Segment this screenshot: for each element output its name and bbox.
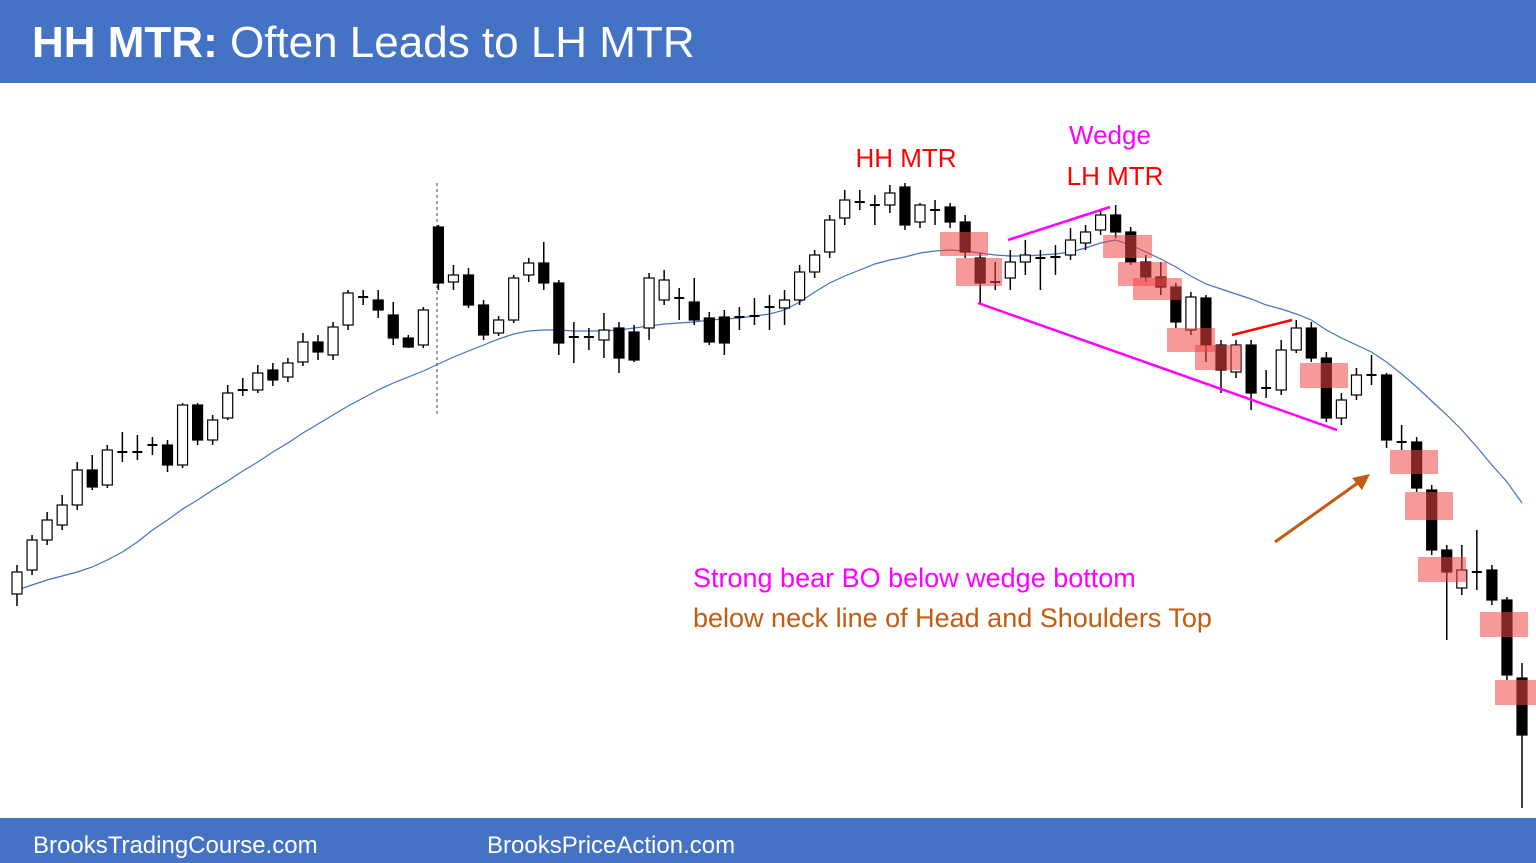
arrow-head — [1352, 474, 1370, 490]
title-bar — [0, 0, 1536, 83]
candle-body — [417, 309, 429, 346]
candle-body — [402, 337, 414, 348]
candle-body — [267, 369, 279, 381]
candle-body — [1501, 599, 1513, 676]
candle-body — [11, 571, 23, 595]
candle-body — [553, 282, 565, 344]
highlights — [940, 232, 1536, 705]
candle-body — [658, 279, 670, 301]
candle-body — [71, 469, 83, 506]
candle-body — [598, 329, 610, 341]
candle-body — [688, 301, 700, 321]
footer-text: BrooksTradingCourse.com — [33, 832, 318, 859]
candle-body — [613, 327, 625, 359]
candle-body — [914, 204, 926, 223]
candle-body — [56, 504, 68, 526]
candle-body — [1335, 399, 1348, 419]
candle-body — [1290, 327, 1302, 351]
candle-body — [312, 341, 324, 353]
annotation: LH MTR — [1067, 161, 1164, 191]
annotation: Wedge — [1069, 120, 1151, 150]
candle-body — [252, 372, 264, 391]
candle-body — [387, 314, 399, 339]
highlight — [1133, 278, 1182, 300]
title: HH MTR: Often Leads to LH MTR — [32, 18, 695, 67]
candle-body — [899, 186, 911, 226]
candle-body — [793, 271, 806, 301]
candle-body — [372, 299, 384, 311]
wedge-top-line — [1007, 205, 1111, 242]
candle-body — [1185, 296, 1197, 331]
candle-body — [1516, 677, 1528, 736]
candle-body — [884, 192, 896, 206]
lower-high-line — [1231, 318, 1293, 337]
candle-body — [207, 419, 219, 441]
candle-body — [1245, 344, 1257, 394]
candle-body — [824, 219, 836, 253]
highlight — [956, 258, 1002, 286]
candle-body — [778, 299, 791, 309]
candle-body — [839, 199, 851, 219]
candle-body — [523, 262, 535, 276]
candle-body — [809, 254, 821, 273]
plot — [11, 183, 1528, 808]
highlight — [940, 232, 988, 256]
highlight — [1405, 492, 1453, 520]
candle-body — [538, 262, 550, 284]
candle-body — [161, 444, 174, 466]
candle-body — [477, 304, 490, 336]
candle-body — [297, 341, 309, 363]
candle-body — [432, 226, 444, 284]
highlight — [1495, 680, 1536, 705]
candle-body — [703, 317, 715, 343]
candle-body — [493, 319, 505, 334]
annotation: Strong bear BO below wedge bottom — [693, 563, 1136, 593]
candle-body — [176, 404, 189, 466]
candle-body — [447, 274, 460, 283]
candle-body — [327, 326, 339, 356]
candle-body — [643, 277, 655, 329]
candle-body — [342, 292, 354, 326]
candle-body — [86, 469, 98, 488]
footer-text: BrooksPriceAction.com — [487, 832, 735, 859]
candle-body — [718, 316, 730, 344]
wedge-bottom-line — [977, 301, 1338, 432]
candle-body — [1079, 231, 1092, 244]
candle-body — [222, 392, 234, 419]
highlight — [1418, 557, 1466, 582]
candle-body — [101, 449, 113, 486]
highlight — [1390, 450, 1438, 474]
candle-body — [508, 277, 520, 321]
highlight — [1480, 612, 1528, 637]
candle-body — [1110, 214, 1122, 233]
candle-body — [41, 519, 53, 541]
highlight — [1195, 345, 1242, 370]
candle-body — [1350, 374, 1363, 396]
candle-body — [1305, 327, 1317, 359]
candle-body — [282, 362, 294, 378]
candle-body — [1094, 214, 1107, 231]
candle-body — [26, 539, 38, 571]
arrow-shaft — [1274, 478, 1363, 544]
candle-body — [1380, 374, 1393, 441]
title-bold: HH MTR: — [32, 18, 218, 67]
candle-body — [628, 331, 640, 361]
title-rest: Often Leads to LH MTR — [230, 18, 695, 67]
highlight — [1103, 235, 1152, 258]
candle-body — [1019, 254, 1031, 263]
candle-body — [944, 206, 956, 223]
highlight — [1300, 363, 1348, 388]
annotation: HH MTR — [855, 143, 956, 173]
annotation: below neck line of Head and Shoulders To… — [693, 603, 1212, 633]
candle-body — [1275, 349, 1287, 391]
footer-bar — [0, 818, 1536, 863]
candle-body — [1486, 569, 1498, 601]
candle-body — [1004, 261, 1016, 279]
candle-body — [1064, 239, 1077, 256]
candle-body — [462, 274, 475, 306]
candle-body — [192, 404, 204, 441]
